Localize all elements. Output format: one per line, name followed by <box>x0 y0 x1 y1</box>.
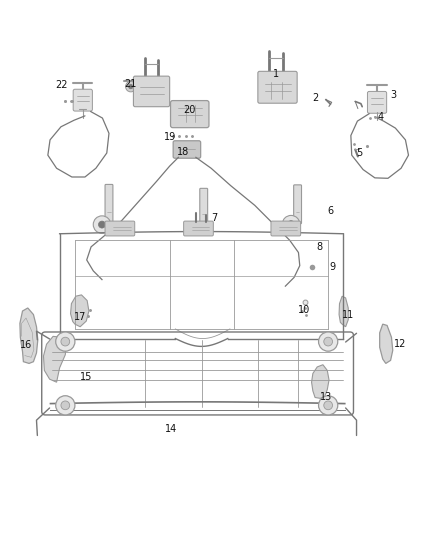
Text: 6: 6 <box>327 206 333 216</box>
Text: 19: 19 <box>164 132 176 142</box>
Polygon shape <box>71 295 89 327</box>
Text: 12: 12 <box>394 339 406 349</box>
FancyBboxPatch shape <box>184 221 213 236</box>
Text: 10: 10 <box>298 305 310 315</box>
Circle shape <box>318 395 338 415</box>
Polygon shape <box>311 365 329 398</box>
Polygon shape <box>339 296 348 327</box>
Text: 3: 3 <box>391 90 397 100</box>
FancyBboxPatch shape <box>367 92 387 113</box>
Circle shape <box>129 84 133 89</box>
Text: 1: 1 <box>273 69 279 79</box>
Text: 13: 13 <box>320 392 332 401</box>
Polygon shape <box>380 324 393 364</box>
Circle shape <box>288 221 294 228</box>
Circle shape <box>324 337 332 346</box>
Circle shape <box>99 221 106 228</box>
Text: 8: 8 <box>316 242 322 252</box>
Circle shape <box>283 215 300 233</box>
Text: 14: 14 <box>165 424 177 434</box>
Text: 22: 22 <box>56 80 68 90</box>
Circle shape <box>56 395 75 415</box>
FancyBboxPatch shape <box>73 89 92 111</box>
FancyBboxPatch shape <box>173 141 201 158</box>
Circle shape <box>93 216 111 233</box>
Text: 7: 7 <box>212 214 218 223</box>
Text: 9: 9 <box>329 262 336 272</box>
Text: 5: 5 <box>357 148 363 158</box>
Text: 2: 2 <box>312 93 318 103</box>
FancyBboxPatch shape <box>105 184 113 224</box>
Text: 11: 11 <box>342 310 354 320</box>
Circle shape <box>318 332 338 351</box>
FancyBboxPatch shape <box>170 101 209 128</box>
FancyBboxPatch shape <box>134 76 170 107</box>
FancyBboxPatch shape <box>271 221 300 236</box>
Circle shape <box>126 82 136 92</box>
Text: 4: 4 <box>378 112 384 122</box>
FancyBboxPatch shape <box>258 71 297 103</box>
Text: 15: 15 <box>80 372 92 382</box>
Text: 17: 17 <box>74 312 86 322</box>
Polygon shape <box>20 308 38 364</box>
Text: 16: 16 <box>20 340 32 350</box>
FancyBboxPatch shape <box>200 188 208 226</box>
Text: 20: 20 <box>183 105 195 115</box>
FancyBboxPatch shape <box>105 221 135 236</box>
Text: 18: 18 <box>177 147 189 157</box>
Circle shape <box>324 401 332 410</box>
Circle shape <box>61 337 70 346</box>
Circle shape <box>56 332 75 351</box>
Circle shape <box>61 401 70 410</box>
Text: 21: 21 <box>125 79 137 89</box>
FancyBboxPatch shape <box>293 185 301 224</box>
Polygon shape <box>43 336 66 382</box>
